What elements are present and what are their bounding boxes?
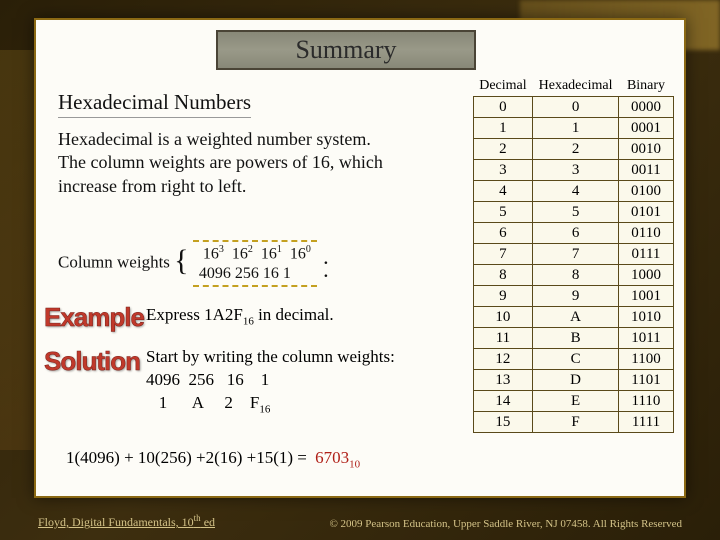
table-cell: 5 <box>533 202 619 223</box>
conversion-table: Decimal Hexadecimal Binary 0000001100012… <box>473 76 674 433</box>
table-cell: 3 <box>473 160 532 181</box>
weights-values: 4096 256 16 1 <box>199 264 311 283</box>
table-row: 10A1010 <box>473 307 673 328</box>
table-cell: 1100 <box>619 349 674 370</box>
table-row: 220010 <box>473 139 673 160</box>
table-row: 660110 <box>473 223 673 244</box>
solution-line1: Start by writing the column weights: <box>146 346 395 369</box>
table-row: 440100 <box>473 181 673 202</box>
table-cell: 4 <box>473 181 532 202</box>
table-cell: 1110 <box>619 391 674 412</box>
table-cell: 2 <box>473 139 532 160</box>
table-cell: 9 <box>473 286 532 307</box>
table-header-row: Decimal Hexadecimal Binary <box>473 76 673 97</box>
table-cell: 9 <box>533 286 619 307</box>
table-cell: B <box>533 328 619 349</box>
table-cell: 0001 <box>619 118 674 139</box>
table-cell: 1010 <box>619 307 674 328</box>
table-cell: 0110 <box>619 223 674 244</box>
col-decimal: Decimal <box>473 76 532 97</box>
solution-label: Solution <box>44 346 140 377</box>
table-cell: 4 <box>533 181 619 202</box>
table-cell: 1001 <box>619 286 674 307</box>
table-cell: 2 <box>533 139 619 160</box>
table-cell: 0111 <box>619 244 674 265</box>
table-row: 110001 <box>473 118 673 139</box>
table-cell: 0101 <box>619 202 674 223</box>
table-cell: 0011 <box>619 160 674 181</box>
table-cell: E <box>533 391 619 412</box>
table-cell: 0 <box>533 97 619 118</box>
col-binary: Binary <box>619 76 674 97</box>
slide-panel: Summary Hexadecimal Numbers Hexadecimal … <box>34 18 686 498</box>
footer-right: © 2009 Pearson Education, Upper Saddle R… <box>329 518 682 530</box>
table-row: 15F1111 <box>473 412 673 433</box>
table-cell: D <box>533 370 619 391</box>
table-cell: 13 <box>473 370 532 391</box>
table-cell: 8 <box>533 265 619 286</box>
table-row: 330011 <box>473 160 673 181</box>
final-calc-line: 1(4096) + 10(256) +2(16) +15(1) = 670310 <box>66 448 360 470</box>
title-band: Summary <box>216 30 476 70</box>
slide-title: Summary <box>295 35 396 65</box>
footer-left: Floyd, Digital Fundamentals, 10th ed <box>38 513 215 530</box>
section-subtitle: Hexadecimal Numbers <box>58 90 251 118</box>
table-row: 14E1110 <box>473 391 673 412</box>
example-label: Example <box>44 302 144 333</box>
table-cell: 8 <box>473 265 532 286</box>
solution-block: Start by writing the column weights: 409… <box>146 346 395 417</box>
table-row: 13D1101 <box>473 370 673 391</box>
weights-powers: 163 162 161 160 <box>199 244 311 264</box>
table-cell: 14 <box>473 391 532 412</box>
brace-icon: { <box>174 252 188 270</box>
table-cell: 1 <box>533 118 619 139</box>
table-cell: F <box>533 412 619 433</box>
table-cell: 6 <box>473 223 532 244</box>
table-row: 550101 <box>473 202 673 223</box>
solution-line2: 4096 256 16 1 <box>146 369 395 392</box>
table-row: 11B1011 <box>473 328 673 349</box>
table-cell: 1011 <box>619 328 674 349</box>
table-cell: 15 <box>473 412 532 433</box>
table-cell: 7 <box>473 244 532 265</box>
table-cell: 0010 <box>619 139 674 160</box>
table-row: 12C1100 <box>473 349 673 370</box>
solution-line3: 1 A 2 F16 <box>146 392 395 417</box>
weights-label: Column weights <box>58 252 170 271</box>
table-cell: 1111 <box>619 412 674 433</box>
table-row: 770111 <box>473 244 673 265</box>
dot-icon: .. <box>323 250 329 276</box>
col-hex: Hexadecimal <box>533 76 619 97</box>
table-cell: 11 <box>473 328 532 349</box>
table-cell: C <box>533 349 619 370</box>
table-row: 000000 <box>473 97 673 118</box>
table-cell: 3 <box>533 160 619 181</box>
example-text: Express 1A2F16 in decimal. <box>146 305 334 327</box>
table-row: 881000 <box>473 265 673 286</box>
table-cell: 1101 <box>619 370 674 391</box>
table-cell: 0000 <box>619 97 674 118</box>
table-cell: 6 <box>533 223 619 244</box>
table-cell: 12 <box>473 349 532 370</box>
table-cell: 7 <box>533 244 619 265</box>
table-cell: 1000 <box>619 265 674 286</box>
table-cell: 5 <box>473 202 532 223</box>
table-cell: 0 <box>473 97 532 118</box>
table-cell: A <box>533 307 619 328</box>
table-row: 991001 <box>473 286 673 307</box>
body-paragraph: Hexadecimal is a weighted number system.… <box>58 128 398 198</box>
table-cell: 0100 <box>619 181 674 202</box>
weights-box: 163 162 161 160 4096 256 16 1 <box>193 240 317 287</box>
column-weights-row: Column weights { 163 162 161 160 4096 25… <box>58 240 329 287</box>
table-cell: 1 <box>473 118 532 139</box>
table-cell: 10 <box>473 307 532 328</box>
